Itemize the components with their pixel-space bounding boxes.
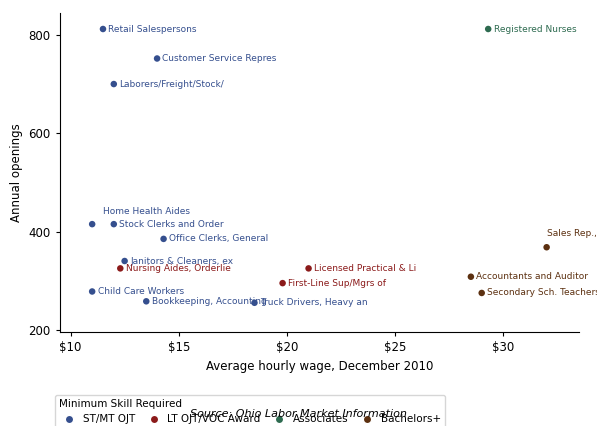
Point	[87, 221, 97, 227]
Point	[152, 55, 162, 62]
Point	[250, 299, 259, 306]
Text: First-Line Sup/Mgrs of: First-Line Sup/Mgrs of	[288, 279, 386, 288]
Text: Registered Nurses: Registered Nurses	[494, 25, 576, 34]
Text: Source: Ohio Labor Market Information: Source: Ohio Labor Market Information	[190, 409, 407, 419]
Point	[120, 258, 130, 265]
Text: Licensed Practical & Li: Licensed Practical & Li	[314, 264, 416, 273]
Text: Sales Rep., Wholesale/M: Sales Rep., Wholesale/M	[547, 230, 597, 239]
Point	[477, 290, 487, 296]
Point	[87, 288, 97, 295]
Point	[159, 236, 168, 242]
Point	[304, 265, 313, 272]
Text: Office Clerks, General: Office Clerks, General	[169, 234, 268, 243]
Text: Nursing Aides, Orderlie: Nursing Aides, Orderlie	[126, 264, 230, 273]
Text: Bookkeeping, Accounting: Bookkeeping, Accounting	[152, 297, 266, 306]
Point	[141, 298, 151, 305]
Text: Stock Clerks and Order: Stock Clerks and Order	[119, 220, 224, 229]
Point	[466, 273, 476, 280]
Point	[542, 244, 552, 250]
Text: Accountants and Auditor: Accountants and Auditor	[476, 272, 588, 281]
Text: Laborers/Freight/Stock/: Laborers/Freight/Stock/	[119, 80, 224, 89]
Point	[116, 265, 125, 272]
Y-axis label: Annual openings: Annual openings	[10, 123, 23, 222]
Point	[484, 26, 493, 32]
Text: Secondary Sch. Teachers: Secondary Sch. Teachers	[487, 288, 597, 297]
Text: Retail Salespersons: Retail Salespersons	[109, 25, 197, 34]
Point	[109, 221, 119, 227]
Legend: ST/MT OJT, LT OJT/VOC Award, Associates, Bachelors+: ST/MT OJT, LT OJT/VOC Award, Associates,…	[54, 395, 445, 426]
Text: Janitors & Cleaners, ex: Janitors & Cleaners, ex	[130, 256, 233, 265]
Point	[278, 280, 287, 287]
X-axis label: Average hourly wage, December 2010: Average hourly wage, December 2010	[206, 360, 433, 373]
Point	[109, 81, 119, 87]
Text: Truck Drivers, Heavy an: Truck Drivers, Heavy an	[260, 298, 368, 307]
Text: Customer Service Repres: Customer Service Repres	[162, 54, 277, 63]
Point	[99, 26, 108, 32]
Text: Home Health Aides: Home Health Aides	[103, 207, 190, 216]
Text: Child Care Workers: Child Care Workers	[97, 287, 184, 296]
